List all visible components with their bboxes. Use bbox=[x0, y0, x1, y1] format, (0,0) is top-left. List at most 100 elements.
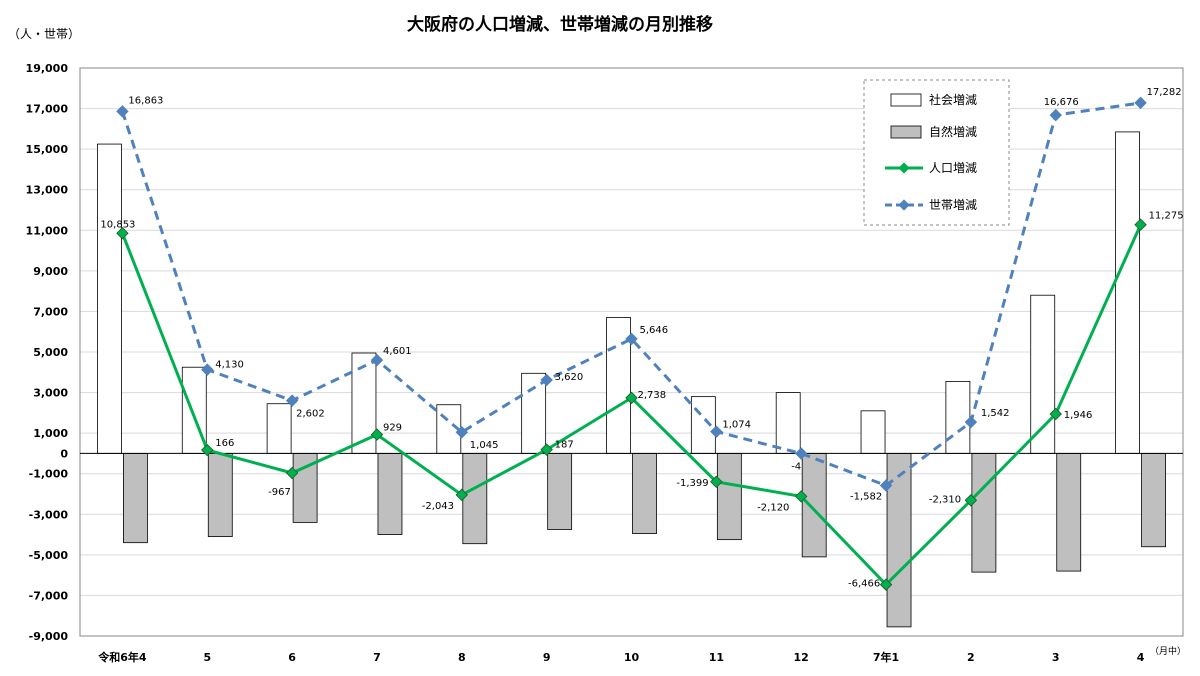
y-tick-label: 11,000 bbox=[26, 224, 69, 237]
legend-swatch bbox=[890, 93, 922, 107]
marker-household-change bbox=[879, 479, 893, 492]
marker-household-change bbox=[964, 415, 978, 429]
marker-population-change bbox=[370, 428, 384, 441]
marker-population-change bbox=[116, 227, 129, 240]
marker-household-change bbox=[1134, 96, 1147, 110]
data-label-household-change: 17,282 bbox=[1147, 87, 1182, 98]
y-tick-label: -9,000 bbox=[29, 630, 69, 643]
marker-household-change bbox=[710, 425, 723, 438]
y-tick-label: 5,000 bbox=[33, 346, 68, 359]
x-category-label: 10 bbox=[624, 651, 640, 664]
data-label-population-change: 187 bbox=[555, 440, 574, 451]
data-label-household-change: 1,045 bbox=[470, 440, 499, 451]
bar-social-change bbox=[860, 410, 886, 454]
data-label-household-change: 3,620 bbox=[555, 372, 584, 383]
y-tick-label: 0 bbox=[60, 447, 68, 460]
data-label-household-change: 4,601 bbox=[383, 346, 412, 357]
marker-household-change bbox=[625, 332, 638, 346]
marker-household-change bbox=[201, 363, 214, 376]
marker-population-change bbox=[1049, 407, 1062, 421]
data-label-population-change: -967 bbox=[268, 487, 291, 498]
x-category-label: 11 bbox=[709, 651, 724, 664]
line-series bbox=[116, 96, 1147, 591]
plot-area-frame bbox=[79, 67, 1184, 637]
y-tick-label: 15,000 bbox=[26, 143, 69, 156]
bar-social-change bbox=[945, 381, 971, 454]
bar-social-change bbox=[1030, 294, 1056, 454]
data-label-population-change: -2,043 bbox=[422, 501, 454, 512]
bar-natural-change bbox=[462, 453, 488, 545]
data-label-household-change: -1,582 bbox=[850, 492, 882, 503]
data-labels: 10,853 166 -967 929 -2,043 187 2,738 -1,399 -2,1… bbox=[100, 87, 1183, 590]
legend-marker bbox=[898, 162, 910, 174]
bar-social-change bbox=[521, 372, 547, 454]
marker-household-change bbox=[285, 394, 299, 407]
marker-population-change bbox=[285, 466, 299, 480]
legend-label: 自然増減 bbox=[929, 124, 977, 139]
y-tick-label: -5,000 bbox=[29, 549, 69, 562]
x-category-label: 9 bbox=[543, 651, 551, 664]
y-axis-unit-label: （人・世帯） bbox=[8, 27, 80, 41]
data-label-population-change: -2,310 bbox=[929, 494, 961, 505]
x-axis-unit-label: （月中） bbox=[1150, 645, 1186, 657]
marker-population-change bbox=[879, 578, 893, 591]
marker-population-change bbox=[540, 443, 553, 456]
y-tick-label: -7,000 bbox=[29, 589, 69, 602]
bar-social-change bbox=[1115, 131, 1140, 454]
y-tick-label: 17,000 bbox=[26, 103, 69, 116]
data-label-household-change: 2,602 bbox=[296, 409, 325, 420]
data-label-household-change: -4 bbox=[791, 462, 801, 473]
y-axis-ticks: 19,000 17,000 15,000 13,000 11,000 9,000 7,000… bbox=[26, 62, 69, 643]
bar-natural-change bbox=[377, 453, 403, 535]
x-category-label: 5 bbox=[203, 651, 211, 664]
marker-population-change bbox=[964, 494, 978, 507]
bar-natural-change bbox=[547, 453, 573, 530]
marker-population-change bbox=[201, 443, 214, 457]
bar-natural-change bbox=[123, 453, 148, 544]
bar-social-change bbox=[97, 143, 122, 454]
data-label-household-change: 4,130 bbox=[215, 360, 244, 371]
data-label-population-change: -2,120 bbox=[757, 502, 789, 513]
bar-social-change bbox=[351, 352, 377, 454]
y-tick-label: -3,000 bbox=[29, 508, 69, 521]
bar-natural-change bbox=[886, 453, 912, 628]
data-label-household-change: 1,542 bbox=[981, 408, 1010, 419]
marker-population-change bbox=[1134, 218, 1147, 231]
bar-social-change bbox=[775, 392, 801, 454]
bar-natural-change bbox=[801, 453, 827, 558]
chart-title: 大阪府の人口増減、世帯増減の月別推移 bbox=[407, 14, 713, 35]
x-category-label: 7年1 bbox=[873, 650, 899, 664]
legend-label: 人口増減 bbox=[929, 160, 977, 175]
legend-label: 社会増減 bbox=[929, 92, 977, 107]
bar-natural-change bbox=[207, 453, 233, 537]
bar-social-change bbox=[690, 396, 716, 454]
data-label-population-change: -1,399 bbox=[676, 478, 708, 489]
x-category-label: 7 bbox=[373, 651, 381, 664]
y-tick-label: 9,000 bbox=[33, 265, 68, 278]
gridlines bbox=[80, 67, 1183, 637]
marker-household-change bbox=[540, 373, 553, 387]
data-label-household-change: 16,676 bbox=[1044, 97, 1079, 108]
bar-natural-change bbox=[632, 453, 657, 534]
x-category-label: 令和6年4 bbox=[97, 650, 147, 664]
y-tick-label: 19,000 bbox=[26, 62, 69, 75]
x-category-label: 3 bbox=[1052, 651, 1060, 664]
y-tick-label: 13,000 bbox=[26, 184, 69, 197]
x-axis-categories: 令和6年4 5 6 7 8 9 10 11 12 7年1 2 3 4 bbox=[97, 650, 1144, 664]
marker-population-change bbox=[625, 391, 638, 405]
x-category-label: 6 bbox=[288, 651, 296, 664]
marker-population-change bbox=[455, 488, 469, 502]
marker-household-change bbox=[1049, 108, 1062, 122]
data-label-population-change: 166 bbox=[215, 438, 234, 449]
bar-natural-change bbox=[716, 453, 742, 541]
bar-natural-change bbox=[1056, 453, 1082, 572]
data-label-household-change: 1,074 bbox=[722, 420, 751, 431]
x-category-label: 12 bbox=[794, 651, 809, 664]
data-label-population-change: 10,853 bbox=[100, 219, 135, 230]
bar-natural-change bbox=[971, 453, 997, 573]
y-tick-label: -1,000 bbox=[29, 468, 69, 481]
y-tick-label: 1,000 bbox=[33, 427, 68, 440]
data-label-household-change: 16,863 bbox=[128, 95, 163, 106]
